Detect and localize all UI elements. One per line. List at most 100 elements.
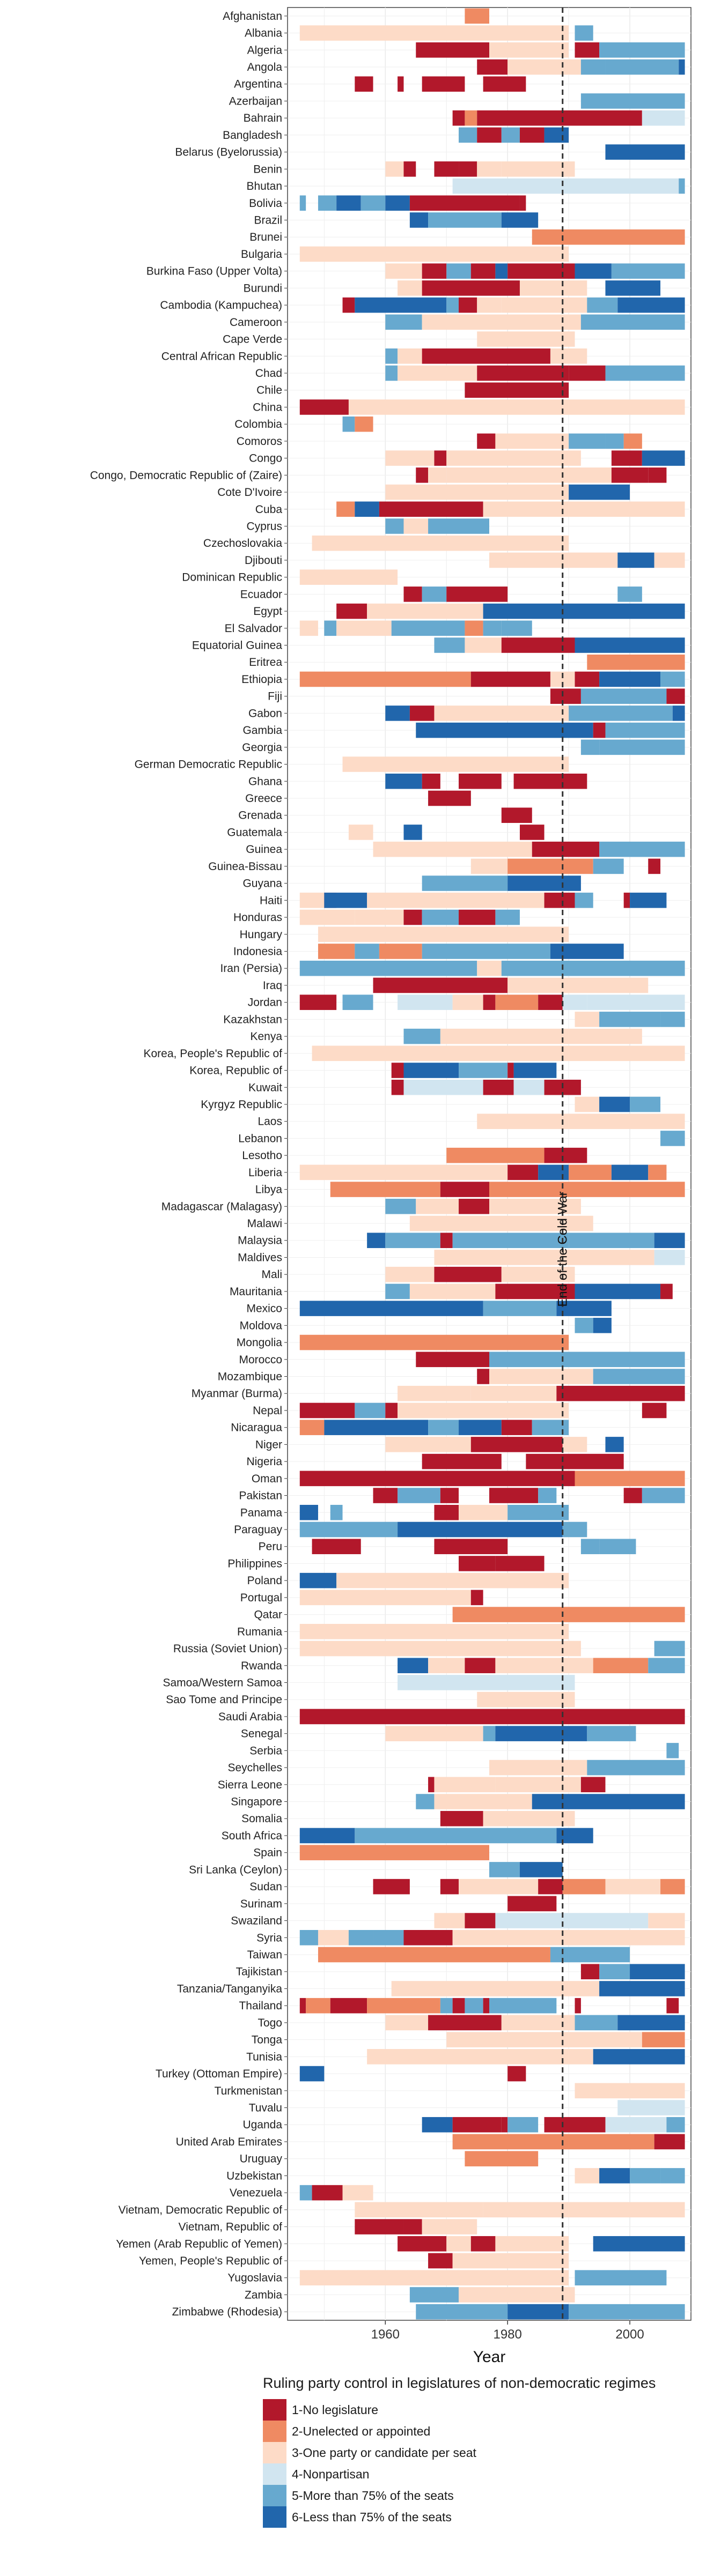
bar-segment: [654, 552, 685, 568]
bar-segment: [642, 1402, 667, 1419]
bar-segment: [446, 2032, 642, 2047]
country-label: Thailand: [239, 2000, 282, 2012]
bar-segment: [507, 1504, 569, 1520]
bar-segment: [575, 25, 593, 41]
country-label: Cape Verde: [223, 333, 282, 346]
country-label: Djibouti: [245, 554, 282, 567]
bar-segment: [391, 620, 465, 636]
bar-segment: [367, 1998, 440, 2014]
bar-segment: [617, 297, 685, 313]
country-label: Malaysia: [238, 1235, 282, 1247]
bar-segment: [422, 263, 447, 279]
bar-segment: [617, 2100, 685, 2115]
bar-segment: [569, 1233, 654, 1249]
country-label: Korea, People's Republic of: [143, 1048, 282, 1060]
bar-segment: [459, 1199, 489, 1214]
bar-segment: [391, 1079, 404, 1095]
bar-segment: [562, 994, 587, 1010]
country-label: Honduras: [233, 911, 282, 924]
bar-segment: [489, 1199, 581, 1214]
country-label: Bahrain: [244, 112, 282, 124]
bar-segment: [299, 1420, 325, 1435]
bar-segment: [654, 2134, 685, 2150]
bar-segment: [489, 1182, 685, 1197]
bar-segment: [336, 1572, 569, 1588]
country-label: Guyana: [242, 878, 282, 890]
bar-segment: [642, 110, 685, 126]
bar-segment: [483, 1726, 496, 1741]
bar-segment: [299, 246, 569, 262]
country-label: Burundi: [244, 282, 282, 294]
country-label: Mexico: [246, 1303, 282, 1315]
country-label: Greece: [245, 792, 282, 805]
bar-segment: [580, 1539, 600, 1554]
country-label: South Africa: [222, 1830, 283, 1842]
bar-segment: [599, 1981, 685, 1996]
bar-segment: [611, 1164, 649, 1181]
bar-segment: [385, 2015, 429, 2031]
bar-segment: [489, 1352, 685, 1368]
bar-segment: [403, 1063, 459, 1078]
bar-segment: [532, 841, 600, 857]
bar-segment: [575, 263, 612, 279]
bar-segment: [299, 1998, 306, 2014]
bar-segment: [617, 2015, 685, 2031]
country-label: Iraq: [263, 979, 282, 992]
x-tick-label: 1980: [493, 2327, 521, 2342]
country-label: Rumania: [237, 1625, 282, 1638]
country-label: Bangladesh: [223, 129, 282, 142]
bar-segment: [409, 195, 520, 211]
bar-segment: [654, 1233, 685, 1249]
country-label: Iran (Persia): [220, 962, 282, 975]
country-label: Qatar: [254, 1609, 282, 1621]
bar-segment: [470, 263, 496, 279]
country-label: Cambodia (Kampuchea): [160, 299, 282, 311]
bar-segment: [465, 637, 502, 653]
legend-swatch-6: [263, 2506, 286, 2528]
bar-segment: [348, 1930, 373, 1946]
bar-segment: [507, 2304, 569, 2320]
bar-segment: [422, 348, 550, 364]
bar-segment: [428, 212, 502, 228]
bar-segment: [501, 161, 575, 177]
bar-segment: [477, 127, 502, 143]
bar-segment: [403, 161, 416, 177]
country-label: Dominican Republic: [182, 571, 282, 584]
bar-segment: [666, 688, 685, 704]
bar-segment: [336, 501, 355, 517]
country-label: Ethiopia: [241, 673, 282, 686]
bar-segment: [623, 433, 642, 449]
bar-segment: [513, 1063, 557, 1078]
bar-segment: [385, 484, 569, 500]
country-label: Central African Republic: [161, 350, 282, 362]
bar-segment: [465, 8, 489, 24]
country-label: Ghana: [248, 775, 282, 788]
country-label: Vietnam, Republic of: [179, 2221, 283, 2233]
bar-segment: [398, 994, 453, 1010]
bar-segment: [299, 1624, 569, 1639]
country-label: Ecuador: [240, 588, 282, 600]
bar-segment: [459, 774, 502, 789]
bar-segment: [373, 1488, 398, 1503]
bar-segment: [483, 1998, 489, 2014]
bar-segment: [403, 1079, 483, 1095]
bar-segment: [336, 620, 392, 636]
bar-segment: [666, 2117, 685, 2133]
bar-segment: [355, 416, 373, 432]
bar-segment: [342, 2185, 373, 2201]
bar-segment: [373, 977, 508, 993]
country-label: Vietnam, Democratic Republic of: [119, 2204, 283, 2216]
bar-segment: [660, 1131, 685, 1146]
country-label: Swaziland: [231, 1915, 282, 1927]
country-label: German Democratic Republic: [135, 759, 282, 771]
country-label: Guinea: [246, 843, 282, 856]
country-label: Tunisia: [246, 2051, 282, 2063]
bar-segment: [544, 2117, 606, 2133]
bar-segment: [470, 1385, 557, 1401]
bar-segment: [587, 297, 618, 313]
bar-segment: [538, 1488, 557, 1503]
bar-segment: [465, 382, 569, 398]
bar-segment: [580, 314, 685, 330]
bar-segment: [330, 1998, 367, 2014]
